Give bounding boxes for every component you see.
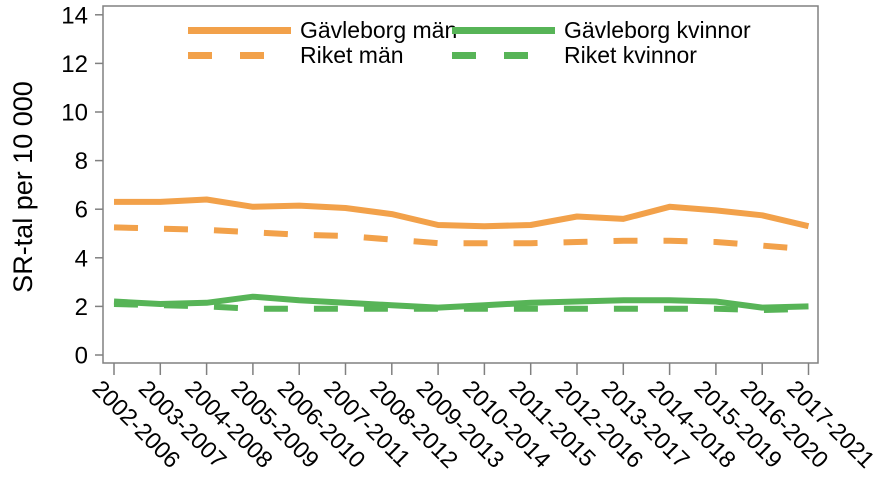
y-tick-label: 8	[75, 148, 88, 175]
legend-entry-gavleborg-kvinnor: Gävleborg kvinnor	[452, 18, 751, 42]
y-tick-label: 0	[75, 343, 88, 370]
series-line-gavleborg-kvinnor	[113, 293, 809, 311]
legend-swatch-solid-orange-icon	[188, 26, 291, 34]
y-tick-label: 10	[61, 100, 88, 127]
y-axis-title: SR-tal per 10 000	[8, 81, 38, 293]
legend-entry-riket-kvinnor: Riket kvinnor	[452, 43, 697, 67]
legend-entry-riket-man: Riket män	[188, 43, 404, 67]
plot-frame	[102, 5, 819, 364]
y-tick-label: 14	[61, 2, 88, 29]
y-tick-label: 2	[75, 294, 88, 321]
legend-entry-gavleborg-man: Gävleborg män	[188, 18, 457, 42]
legend-swatch-solid-green-icon	[452, 26, 555, 34]
legend-label: Riket kvinnor	[564, 42, 697, 68]
legend-label: Gävleborg män	[300, 17, 458, 43]
series-line-riket-kvinnor	[113, 301, 809, 313]
legend-label: Riket män	[300, 42, 404, 68]
legend-label: Gävleborg kvinnor	[564, 17, 751, 43]
series-line-riket-man	[113, 224, 809, 253]
legend-swatch-dashed-orange-icon	[188, 51, 291, 59]
series-line-gavleborg-man	[114, 196, 810, 230]
y-tick-label: 6	[75, 197, 88, 224]
y-tick-label: 12	[61, 51, 88, 78]
legend-swatch-dashed-green-icon	[452, 51, 555, 59]
y-tick-label: 4	[75, 245, 88, 272]
